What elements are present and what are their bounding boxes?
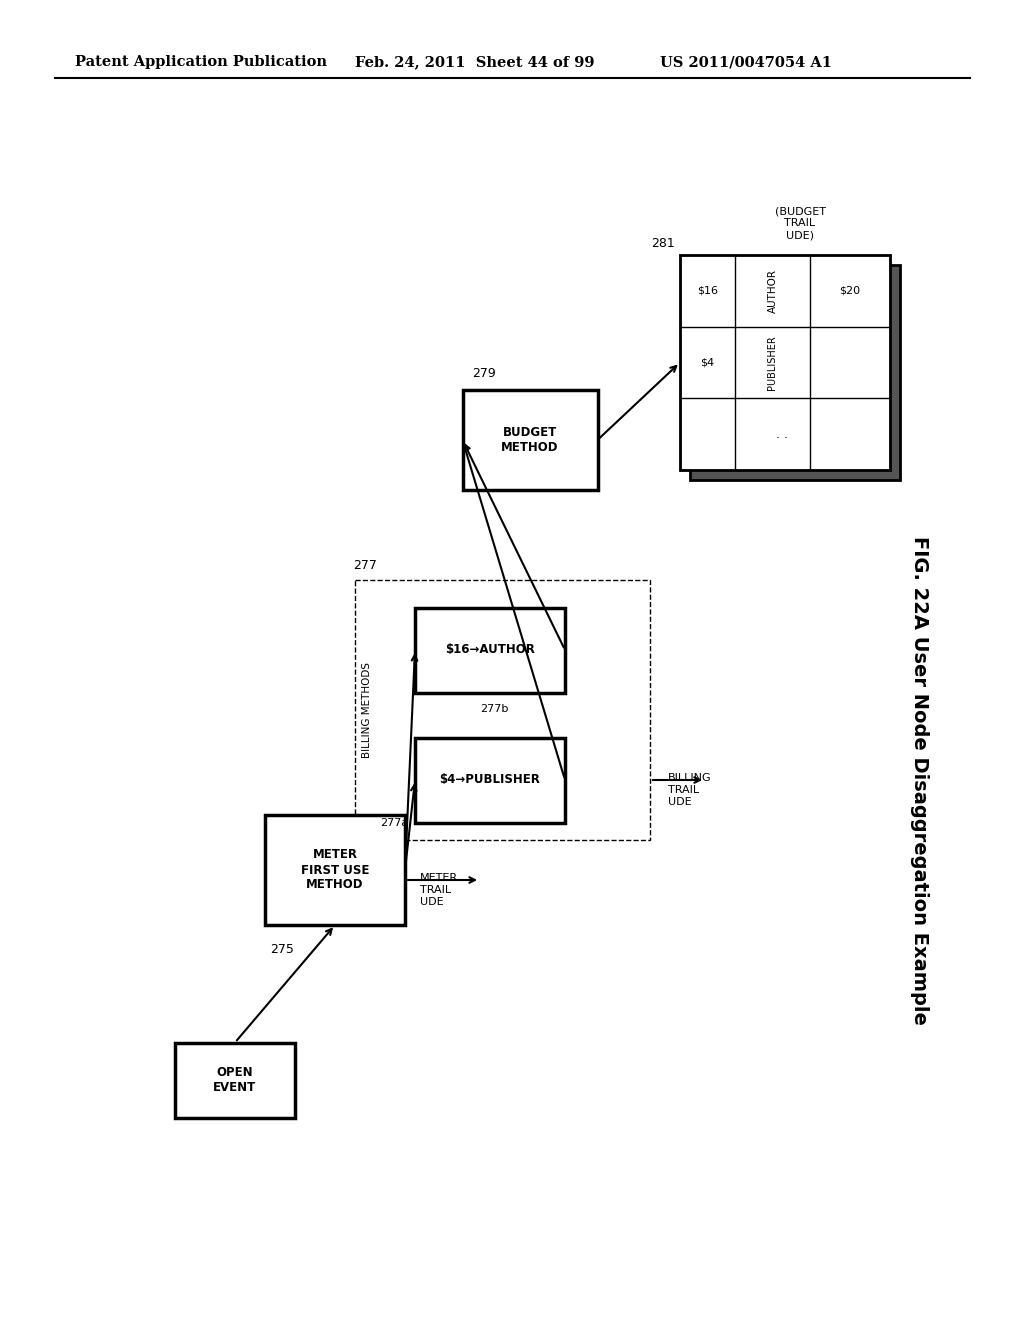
- Text: 275: 275: [270, 942, 294, 956]
- Text: $16: $16: [697, 286, 718, 296]
- Text: US 2011/0047054 A1: US 2011/0047054 A1: [660, 55, 831, 69]
- Bar: [355, 579, 650, 840]
- Text: Patent Application Publication: Patent Application Publication: [75, 55, 327, 69]
- Bar: [265, 814, 406, 925]
- Text: (BUDGET
TRAIL
UDE): (BUDGET TRAIL UDE): [774, 207, 825, 240]
- Text: $4: $4: [700, 358, 715, 367]
- Text: $20: $20: [840, 286, 860, 296]
- Text: Feb. 24, 2011  Sheet 44 of 99: Feb. 24, 2011 Sheet 44 of 99: [355, 55, 595, 69]
- Text: PUBLISHER: PUBLISHER: [768, 335, 777, 389]
- Text: 277b: 277b: [480, 705, 508, 714]
- Text: METER
FIRST USE
METHOD: METER FIRST USE METHOD: [301, 849, 370, 891]
- Text: FIG. 22A User Node Disaggregation Example: FIG. 22A User Node Disaggregation Exampl…: [910, 536, 930, 1024]
- Text: BUDGET
METHOD: BUDGET METHOD: [502, 426, 559, 454]
- Text: 277a: 277a: [380, 818, 409, 828]
- Bar: [463, 389, 597, 490]
- Text: BILLING
TRAIL
UDE: BILLING TRAIL UDE: [668, 774, 712, 807]
- Text: 277: 277: [353, 558, 377, 572]
- Text: $4→PUBLISHER: $4→PUBLISHER: [439, 774, 541, 787]
- Text: BILLING METHODS: BILLING METHODS: [362, 663, 372, 758]
- Text: METER
TRAIL
UDE: METER TRAIL UDE: [420, 874, 458, 907]
- Bar: [680, 255, 890, 470]
- Text: 281: 281: [651, 238, 675, 249]
- Text: OPEN
EVENT: OPEN EVENT: [213, 1067, 257, 1094]
- Bar: [415, 607, 565, 693]
- Bar: [415, 738, 565, 822]
- Text: $16→AUTHOR: $16→AUTHOR: [445, 644, 535, 656]
- Text: AUTHOR: AUTHOR: [768, 269, 777, 313]
- Text: . .: . .: [776, 428, 788, 441]
- Text: 279: 279: [472, 367, 497, 380]
- Bar: [690, 265, 900, 480]
- Bar: [175, 1043, 295, 1118]
